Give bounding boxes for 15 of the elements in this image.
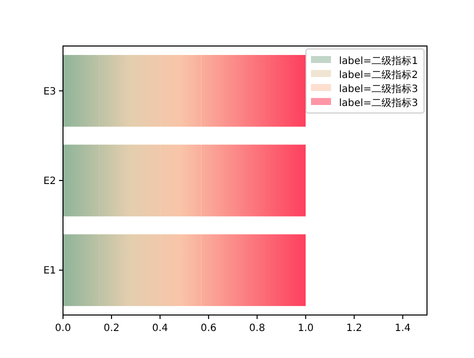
x-tick-label: 0.2: [104, 323, 120, 334]
x-tick-label: 1.0: [298, 323, 314, 334]
x-tick-label: 1.2: [346, 323, 362, 334]
legend-label: label=二级指标2: [339, 69, 418, 81]
x-tick-label: 0.6: [200, 323, 217, 334]
x-tick-label: 0.0: [55, 323, 71, 334]
legend-label: label=二级指标1: [339, 55, 418, 67]
y-tick-label: E1: [43, 266, 56, 277]
x-tick-label: 0.4: [152, 323, 168, 334]
y-tick-label: E2: [43, 176, 56, 187]
x-tick-label: 1.4: [394, 323, 411, 334]
legend-label: label=二级指标3: [339, 97, 418, 109]
legend-label: label=二级指标3: [339, 83, 418, 95]
y-tick-label: E3: [43, 86, 56, 98]
x-tick-label: 0.8: [249, 323, 266, 334]
